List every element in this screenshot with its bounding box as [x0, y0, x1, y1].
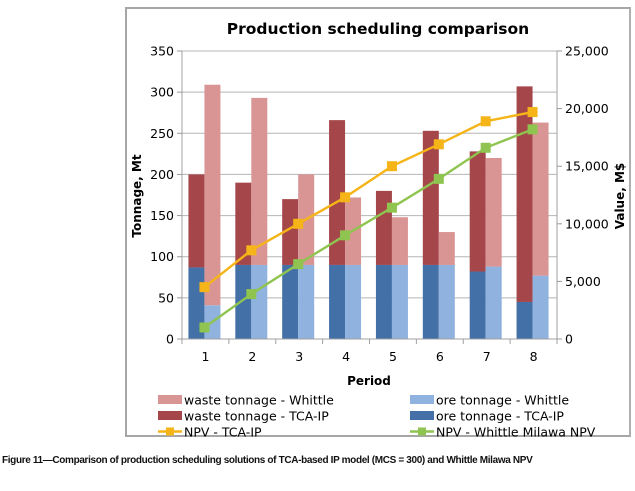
x-tick-label: 5	[389, 349, 397, 364]
marker-npv-whittle-milawa-npv-p4	[340, 230, 351, 241]
marker-npv-tca-ip-p4	[340, 192, 351, 203]
bar-waste-tonnage-tca-ip-p8	[516, 86, 533, 302]
bar-waste-tonnage-whittle-p1	[204, 84, 221, 306]
bar-ore-tonnage-whittle-p2	[251, 264, 268, 339]
chart-title: Production scheduling comparison	[227, 20, 529, 38]
bar-waste-tonnage-tca-ip-p7	[469, 151, 486, 272]
bar-ore-tonnage-tca-ip-p3	[282, 264, 299, 339]
line-npv-tca-ip	[203, 110, 533, 289]
bar-waste-tonnage-whittle-p2	[251, 97, 268, 265]
y2-tick-label: 10,000	[565, 216, 609, 231]
figure-caption: Figure 11—Comparison of production sched…	[2, 455, 533, 466]
bar-waste-tonnage-tca-ip-p3	[282, 199, 299, 265]
marker-npv-whittle-milawa-npv-p5	[386, 202, 397, 213]
legend-swatch	[410, 395, 434, 404]
legend: waste tonnage - Whittle ore tonnage - Whi…	[158, 393, 596, 440]
marker-npv-whittle-milawa-npv-p2	[246, 289, 257, 300]
bar-ore-tonnage-tca-ip-p5	[375, 264, 392, 339]
y-tick-label: 100	[150, 249, 174, 264]
bar-waste-tonnage-whittle-p8	[532, 122, 549, 276]
legend-item-waste-tonnage-whittle: waste tonnage - Whittle	[158, 393, 334, 408]
bar-ore-tonnage-whittle-p4	[345, 264, 362, 339]
bar-ore-tonnage-tca-ip-p2	[235, 264, 252, 339]
legend-label: ore tonnage - TCA-IP	[436, 409, 564, 424]
marker-npv-tca-ip-p8	[527, 107, 538, 118]
bar-ore-tonnage-whittle-p5	[391, 264, 408, 339]
marker-npv-whittle-milawa-npv-p3	[293, 259, 304, 270]
bars	[188, 84, 549, 339]
x-axis-label: Period	[347, 374, 391, 388]
y-tick-label: 150	[150, 208, 174, 223]
y2-tick-label: 0	[565, 332, 573, 347]
bar-ore-tonnage-tca-ip-p6	[422, 264, 439, 339]
x-tick-label: 6	[436, 349, 444, 364]
y2-tick-label: 20,000	[565, 101, 609, 116]
line-npv-whittle-milawa-npv	[203, 128, 534, 329]
bar-ore-tonnage-tca-ip-p8	[516, 301, 533, 339]
y2-tick-label: 25,000	[565, 44, 609, 59]
legend-item-waste-tonnage-tca-ip: waste tonnage - TCA-IP	[158, 409, 329, 424]
marker-npv-tca-ip-p5	[386, 161, 397, 172]
y-tick-label: 0	[166, 332, 174, 347]
bar-waste-tonnage-tca-ip-p5	[375, 190, 392, 265]
marker-npv-tca-ip-p6	[433, 139, 444, 150]
x-tick-label: 4	[342, 349, 350, 364]
legend-label: NPV - Whittle Milawa NPV	[436, 425, 596, 440]
bar-ore-tonnage-whittle-p6	[438, 264, 455, 339]
bar-ore-tonnage-whittle-p8	[532, 275, 549, 339]
marker-npv-whittle-milawa-npv-p7	[480, 142, 491, 153]
legend-swatch	[158, 395, 182, 404]
x-tick-label: 2	[248, 349, 256, 364]
marker-npv-whittle-milawa-npv-p1	[199, 322, 210, 333]
bar-ore-tonnage-whittle-p3	[298, 264, 315, 339]
x-tick-label: 3	[295, 349, 303, 364]
y-tick-label: 300	[150, 85, 174, 100]
legend-marker-swatch	[166, 427, 174, 436]
lines	[199, 107, 538, 333]
y-axis-label: Tonnage, Mt	[130, 154, 144, 237]
y2-axis-ticks: 0 5,000 10,000 15,000 20,000 25,000	[557, 44, 609, 347]
legend-label: ore tonnage - Whittle	[436, 393, 569, 408]
bar-waste-tonnage-whittle-p7	[485, 157, 502, 267]
x-tick-label: 7	[483, 349, 491, 364]
legend-swatch	[158, 411, 182, 420]
legend-label: NPV - TCA-IP	[184, 425, 262, 440]
marker-npv-tca-ip-p2	[246, 245, 257, 256]
bar-waste-tonnage-whittle-p5	[391, 217, 408, 265]
marker-npv-whittle-milawa-npv-p8	[527, 124, 538, 135]
legend-label: waste tonnage - TCA-IP	[184, 409, 329, 424]
y-tick-label: 50	[158, 290, 174, 305]
bar-ore-tonnage-tca-ip-p4	[329, 264, 346, 339]
legend-swatch	[410, 411, 434, 420]
legend-item-ore-tonnage-tca-ip: ore tonnage - TCA-IP	[410, 409, 564, 424]
y2-tick-label: 15,000	[565, 159, 609, 174]
bar-waste-tonnage-tca-ip-p1	[188, 174, 205, 268]
y-tick-label: 350	[150, 44, 174, 59]
bar-waste-tonnage-tca-ip-p6	[422, 130, 439, 265]
bar-ore-tonnage-whittle-p7	[485, 266, 502, 339]
bar-waste-tonnage-tca-ip-p2	[235, 182, 252, 265]
legend-item-npv-tca-ip: NPV - TCA-IP	[158, 425, 262, 440]
bar-waste-tonnage-tca-ip-p4	[329, 120, 346, 265]
y-tick-label: 200	[150, 167, 174, 182]
x-tick-label: 1	[201, 349, 209, 364]
legend-item-ore-tonnage-whittle: ore tonnage - Whittle	[410, 393, 569, 408]
y-tick-label: 250	[150, 126, 174, 141]
bar-ore-tonnage-tca-ip-p7	[469, 271, 486, 339]
y-axis-ticks: 0 50 100 150 200 250 300 350	[150, 44, 182, 347]
marker-npv-tca-ip-p7	[480, 116, 491, 127]
x-axis-ticks: 1 2 3 4 5 6 7 8	[181, 339, 558, 364]
legend-label: waste tonnage - Whittle	[184, 393, 334, 408]
x-tick-label: 8	[530, 349, 538, 364]
legend-item-npv-whittle-milawa-npv: NPV - Whittle Milawa NPV	[410, 425, 596, 440]
y2-tick-label: 5,000	[565, 274, 601, 289]
marker-npv-tca-ip-p1	[199, 282, 210, 293]
marker-npv-tca-ip-p3	[293, 218, 304, 229]
legend-marker-swatch	[418, 427, 426, 436]
bar-waste-tonnage-whittle-p6	[438, 232, 455, 265]
marker-npv-whittle-milawa-npv-p6	[433, 173, 444, 184]
y2-axis-label: Value, M$	[613, 163, 627, 230]
